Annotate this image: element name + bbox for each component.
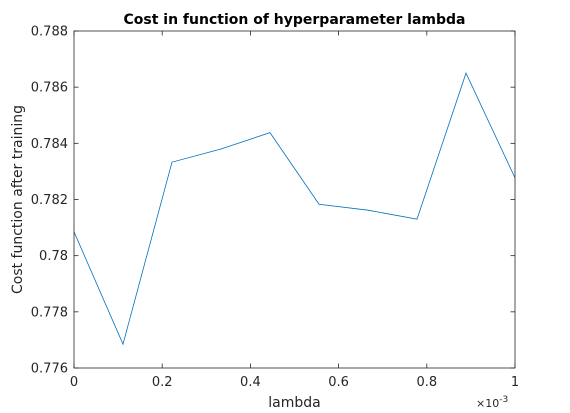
x-tick-label: 0.8 [416, 375, 437, 390]
x-tick-labels: 0 0.2 0.4 0.6 0.8 1 [70, 375, 519, 390]
plot-area [74, 31, 515, 368]
y-tick-label: 0.788 [31, 25, 68, 40]
y-tick-label: 0.786 [31, 81, 68, 96]
x-tick-label: 0.6 [328, 375, 349, 390]
data-point [220, 148, 222, 150]
data-point [367, 209, 369, 211]
x-exponent-label: ×10-3 [476, 395, 508, 410]
x-tick-label: 0 [70, 375, 78, 390]
x-exponent-base: ×10 [476, 397, 499, 410]
x-axis-label: lambda [268, 395, 320, 411]
y-axis-label: Cost function after training [10, 105, 26, 294]
data-point [416, 218, 418, 220]
y-tick-label: 0.782 [31, 193, 68, 208]
x-tick-label: 0.4 [240, 375, 261, 390]
data-point [122, 343, 124, 345]
y-tick-label: 0.778 [31, 305, 68, 320]
x-tick-label: 0.2 [152, 375, 173, 390]
y-tick-labels: 0.776 0.778 0.78 0.782 0.784 0.786 0.788 [31, 25, 68, 377]
y-tick-label: 0.776 [31, 362, 68, 377]
axes-box [73, 30, 516, 369]
y-tick-label: 0.784 [31, 137, 68, 152]
data-point [465, 72, 467, 74]
data-point [269, 132, 271, 134]
series-line [73, 72, 516, 346]
chart-title: Cost in function of hyperparameter lambd… [124, 12, 466, 28]
x-tick-label: 1 [511, 375, 519, 390]
y-tick-label: 0.78 [39, 249, 68, 264]
data-point [171, 161, 173, 163]
points-layer [73, 72, 516, 345]
x-exponent-power: -3 [499, 395, 508, 405]
data-point [318, 203, 320, 205]
